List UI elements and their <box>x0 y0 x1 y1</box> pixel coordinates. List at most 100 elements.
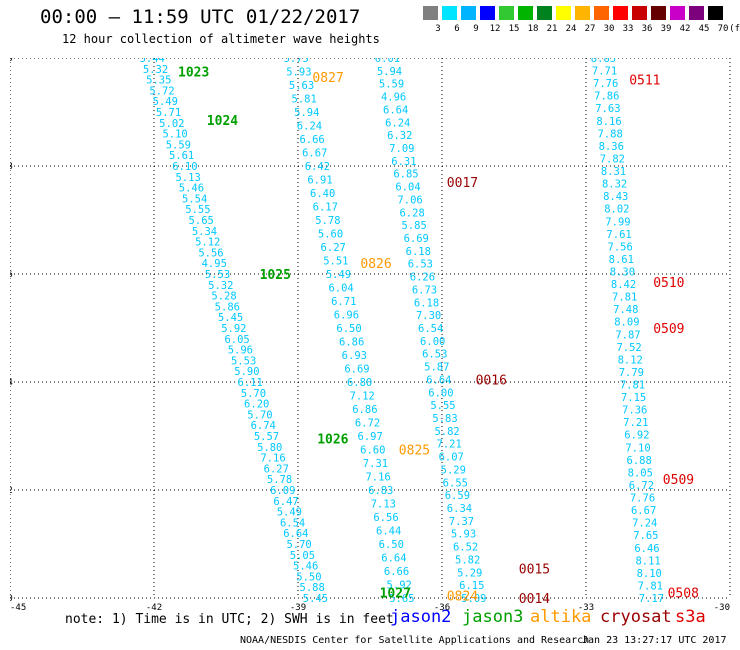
pass-time-label: 0510 <box>653 276 684 291</box>
wave-height-value: 7.24 <box>632 518 657 530</box>
wave-height-value: 5.59 <box>166 139 191 151</box>
wave-height-value: 6.74 <box>251 420 276 432</box>
axis-tick-labels: -45 -42 -39 -36 -33 -30 10 12 14 16 18 20 <box>10 58 730 613</box>
color-swatch <box>537 6 552 20</box>
color-scale-label: 36 <box>641 24 653 34</box>
legend-jason3: jason3 <box>462 607 524 627</box>
y-tick-label: 18 <box>10 162 13 172</box>
x-tick-label: -45 <box>10 603 26 613</box>
pass-time-label: 1026 <box>317 433 348 448</box>
wave-height-value: 6.52 <box>453 542 478 554</box>
wave-height-value: 6.26 <box>410 272 435 284</box>
wave-height-value: 5.53 <box>205 269 230 281</box>
color-scale-label: 45 <box>698 24 710 34</box>
color-swatch <box>499 6 514 20</box>
color-scale-label: 33 <box>622 24 634 34</box>
wave-height-value: 7.30 <box>416 310 441 322</box>
wave-height-value: 5.35 <box>146 75 171 87</box>
wave-height-value: 7.61 <box>606 229 631 241</box>
wave-height-value: 6.31 <box>391 156 416 168</box>
wave-height-value: 6.42 <box>305 161 330 173</box>
wave-height-value: 5.72 <box>149 85 174 97</box>
footnote: note: 1) Time is in UTC; 2) SWH is in fe… <box>65 612 394 627</box>
wave-height-value: 5.65 <box>389 593 414 605</box>
color-swatch <box>461 6 476 20</box>
color-swatch <box>613 6 628 20</box>
wave-height-value: 6.59 <box>445 490 470 502</box>
wave-height-value: 7.63 <box>595 103 620 115</box>
wave-height-value: 6.27 <box>321 242 346 254</box>
wave-height-value: 6.01 <box>375 58 400 65</box>
wave-height-value: 5.61 <box>169 150 194 162</box>
wave-height-value: 6.28 <box>399 207 424 219</box>
wave-height-value: 5.55 <box>430 400 455 412</box>
wave-height-value: 6.66 <box>384 566 409 578</box>
wave-height-value: 5.65 <box>189 215 214 227</box>
wave-height-value: 5.63 <box>289 80 314 92</box>
wave-height-value: 6.72 <box>355 418 380 430</box>
wave-height-value: 4.96 <box>381 92 406 104</box>
wave-height-value: 6.47 <box>273 496 298 508</box>
wave-height-value: 8.36 <box>599 141 624 153</box>
color-scale-label: 6 <box>454 24 460 34</box>
wave-height-value: 7.31 <box>363 458 388 470</box>
wave-height-value: 6.64 <box>426 374 451 386</box>
wave-height-value: 5.05 <box>290 550 315 562</box>
wave-height-value: 6.64 <box>283 528 308 540</box>
wave-height-value: 8.42 <box>611 279 636 291</box>
wave-height-value: 6.55 <box>443 477 468 489</box>
y-tick-label: 20 <box>10 58 13 64</box>
wave-height-value: 6.17 <box>313 202 338 214</box>
wave-height-value: 5.46 <box>293 561 318 573</box>
wave-height-value: 5.59 <box>379 79 404 91</box>
wave-height-value: 6.00 <box>420 336 445 348</box>
wave-height-value: 5.78 <box>267 474 292 486</box>
color-scale-label: 3 <box>435 24 441 34</box>
wave-height-value: 7.12 <box>350 391 375 403</box>
y-tick-label: 16 <box>10 270 13 280</box>
wave-height-value: 5.28 <box>211 291 236 303</box>
x-tick-label: -39 <box>290 603 306 613</box>
color-swatch <box>518 6 533 20</box>
chart-title: 00:00 – 11:59 UTC 01/22/2017 <box>40 6 361 28</box>
color-scale-label: 18 <box>527 24 539 34</box>
y-tick-label: 12 <box>10 486 13 496</box>
wave-height-value: 7.21 <box>437 439 462 451</box>
wave-height-value: 7.81 <box>620 380 645 392</box>
wave-height-value: 5.32 <box>208 280 233 292</box>
wave-height-value: 7.79 <box>619 367 644 379</box>
wave-height-value: 6.67 <box>302 148 327 160</box>
wave-height-value: 5.09 <box>461 593 486 605</box>
wave-height-value: 7.71 <box>592 66 617 78</box>
wave-height-value: 8.32 <box>602 179 627 191</box>
wave-height-value: 6.05 <box>224 334 249 346</box>
wave-height-value: 7.21 <box>623 417 648 429</box>
color-swatch <box>423 6 438 20</box>
wave-height-value: 7.65 <box>633 530 658 542</box>
wave-height-value: 5.92 <box>221 323 246 335</box>
pass-time-label: 0824 <box>447 589 478 604</box>
wave-height-value: 5.50 <box>296 571 321 583</box>
wave-height-value: 6.93 <box>342 350 367 362</box>
pass-time-label: 0508 <box>668 587 699 602</box>
pass-time-label: 0827 <box>312 71 343 86</box>
pass-time-label: 0511 <box>629 74 660 89</box>
wave-height-value: 4.95 <box>202 258 227 270</box>
wave-height-value: 6.96 <box>334 310 359 322</box>
color-scale-label: 15 <box>508 24 520 34</box>
pass-time-label: 0826 <box>360 257 391 272</box>
wave-height-value: 7.16 <box>260 453 285 465</box>
wave-height-value: 5.46 <box>179 183 204 195</box>
wave-height-value: 5.49 <box>277 507 302 519</box>
wave-height-value: 8.16 <box>596 116 621 128</box>
wave-height-value: 5.12 <box>195 237 220 249</box>
wave-height-value: 7.13 <box>371 499 396 511</box>
wave-height-value: 6.88 <box>627 455 652 467</box>
pass-time-label: 0509 <box>663 473 694 488</box>
legend-cryosat: cryosat <box>600 607 672 627</box>
wave-height-value: 6.64 <box>381 553 406 565</box>
wave-height-value: 7.06 <box>397 194 422 206</box>
wave-height-value: 7.81 <box>638 580 663 592</box>
pass-time-label: 1023 <box>178 66 209 81</box>
